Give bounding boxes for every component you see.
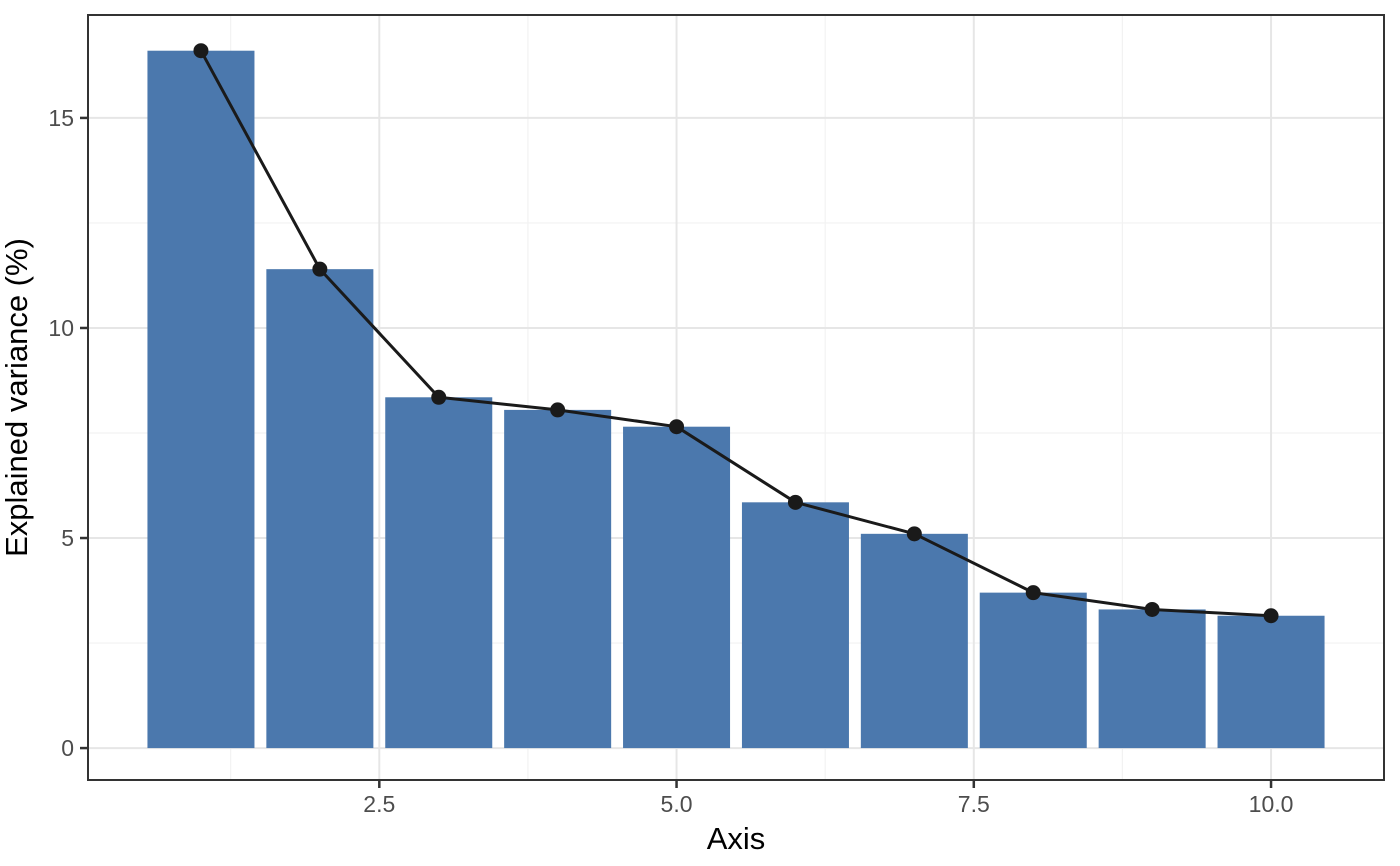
bar-axis-6: [741, 502, 849, 749]
scree-point-axis-6: [787, 494, 803, 510]
panel-border: [87, 14, 1385, 781]
bar-axis-3: [385, 397, 493, 749]
scree-points: [193, 43, 1279, 624]
bar-axis-7: [860, 533, 968, 749]
scree-point-axis-1: [193, 43, 209, 59]
x-tick-labels: 2.5 5.0 7.5 10.0: [363, 791, 1293, 817]
y-tick-label: 10: [48, 315, 74, 341]
scree-line: [199, 49, 1273, 618]
bar-axis-2: [266, 269, 374, 749]
scree-point-axis-9: [1144, 601, 1160, 617]
variance-bars: [147, 50, 1325, 749]
y-tick-label: 15: [48, 105, 74, 131]
y-axis-title: Explained variance (%): [0, 238, 34, 557]
axis-tick-marks: [80, 116, 1273, 788]
x-axis-title: Axis: [707, 821, 766, 856]
scree-point-axis-3: [431, 389, 447, 405]
scree-line-path: [199, 49, 1273, 618]
y-tick-labels: 0 5 10 15: [48, 105, 74, 761]
bar-axis-5: [623, 426, 731, 749]
scree-point-axis-4: [550, 402, 566, 418]
scree-point-axis-8: [1025, 585, 1041, 601]
scree-point-axis-7: [906, 526, 922, 542]
scree-point-axis-2: [312, 261, 328, 277]
scree-point-axis-10: [1263, 608, 1279, 624]
bar-axis-4: [504, 409, 612, 749]
scree-point-axis-5: [669, 419, 685, 435]
bar-axis-1: [147, 50, 255, 749]
y-tick-label: 0: [61, 735, 74, 761]
bar-axis-10: [1217, 615, 1325, 749]
bar-axis-8: [979, 592, 1087, 749]
x-tick-label: 10.0: [1249, 791, 1294, 817]
y-tick-label: 5: [61, 525, 74, 551]
bar-axis-9: [1098, 609, 1206, 749]
x-tick-label: 5.0: [661, 791, 693, 817]
x-tick-label: 7.5: [958, 791, 990, 817]
x-tick-label: 2.5: [363, 791, 395, 817]
